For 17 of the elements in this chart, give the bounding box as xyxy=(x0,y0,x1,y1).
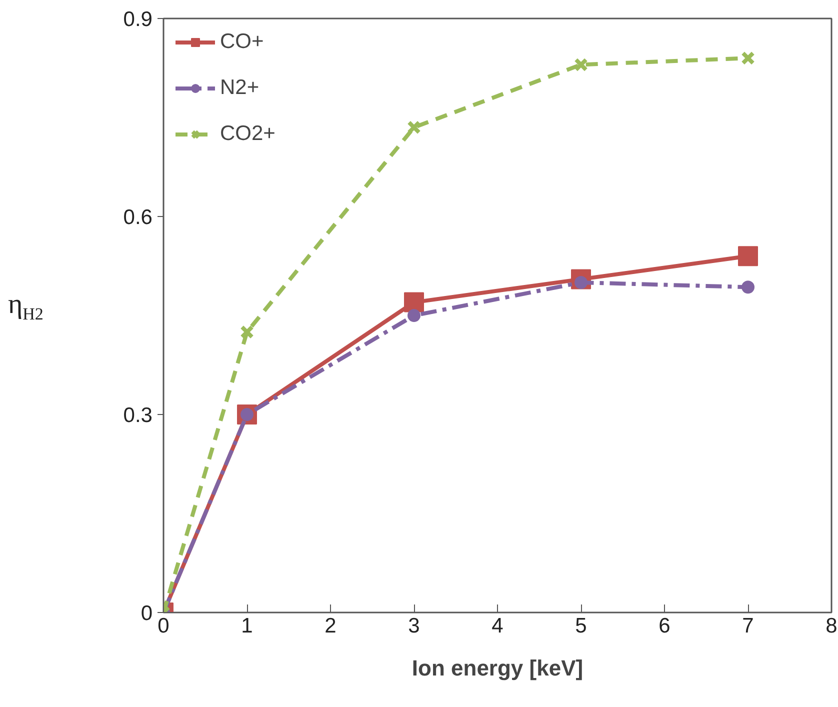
x-axis-title: Ion energy [keV] xyxy=(412,656,584,680)
y-tick-label: 0.3 xyxy=(123,404,153,427)
legend-label: CO+ xyxy=(220,30,264,54)
legend-label: N2+ xyxy=(220,76,260,100)
x-tick-label: 4 xyxy=(492,614,504,638)
x-tick-label: 1 xyxy=(241,614,253,638)
x-tick-label: 6 xyxy=(658,614,670,638)
x-tick-label: 3 xyxy=(408,614,420,638)
x-tick-label: 7 xyxy=(742,614,754,638)
x-tick-label: 8 xyxy=(826,614,838,638)
y-tick-label: 0.9 xyxy=(123,8,153,31)
x-tick-label: 2 xyxy=(324,614,336,638)
y-tick-label: 0.6 xyxy=(123,206,153,229)
y-axis-title: η$_{H2}$ xyxy=(8,288,44,326)
x-tick-label: 5 xyxy=(575,614,587,638)
x-tick-label: 0 xyxy=(158,614,170,638)
legend-label: CO2+ xyxy=(220,122,276,146)
